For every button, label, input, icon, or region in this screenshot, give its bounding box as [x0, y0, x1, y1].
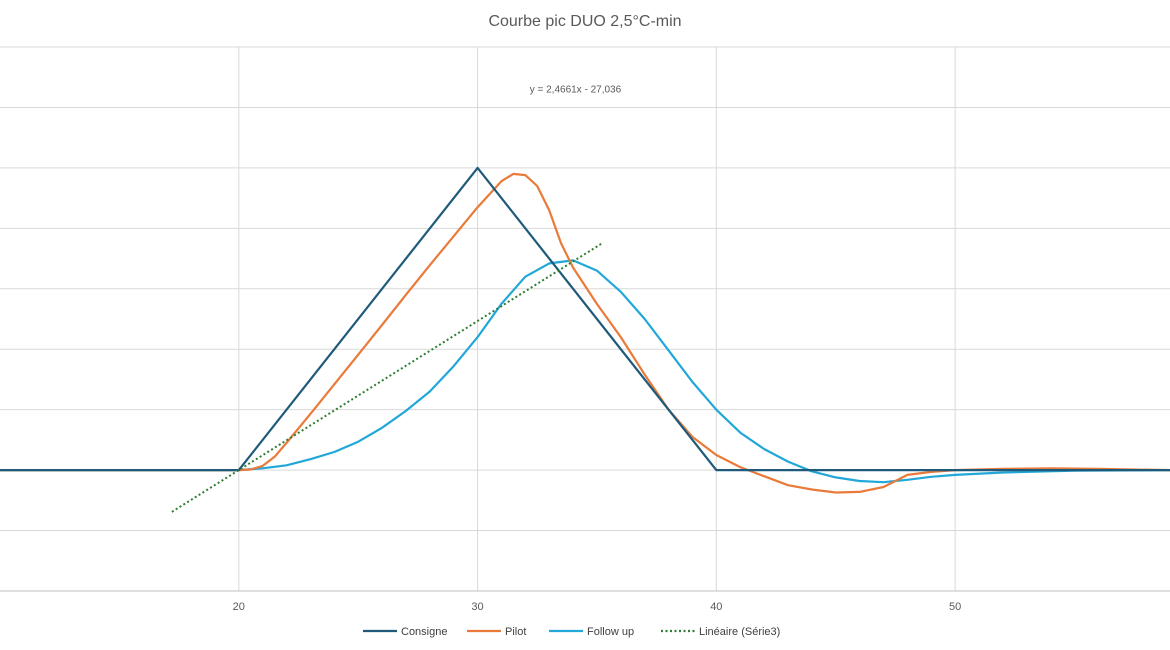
x-tick-label: 30 [471, 601, 483, 613]
series-layer [0, 166, 1170, 513]
legend-item: Consigne [363, 626, 447, 638]
legend-item: Linéaire (Série3) [661, 626, 780, 638]
series-line-consigne [0, 166, 1170, 472]
legend-label: Pilot [505, 626, 526, 638]
legend-item: Follow up [549, 626, 634, 638]
legend-item: Pilot [467, 626, 526, 638]
chart-title: Courbe pic DUO 2,5°C-min [488, 13, 681, 30]
series-line-pilot [0, 172, 1170, 494]
legend-label: Linéaire (Série3) [699, 626, 780, 638]
x-tick-label: 40 [710, 601, 722, 613]
x-tick-label: 50 [949, 601, 961, 613]
x-axis-ticks: 20 30 40 50 [233, 601, 962, 613]
series-line-follow-up [0, 259, 1170, 484]
legend-label: Consigne [401, 626, 447, 638]
grid [0, 46, 1170, 592]
x-tick-label: 20 [233, 601, 245, 613]
trendline-equation: y = 2,4661x - 27,036 [530, 84, 622, 95]
series-line-trendline [171, 242, 603, 513]
legend: Consigne Pilot Follow up Linéaire (Série3) [363, 626, 780, 638]
legend-label: Follow up [587, 626, 634, 638]
